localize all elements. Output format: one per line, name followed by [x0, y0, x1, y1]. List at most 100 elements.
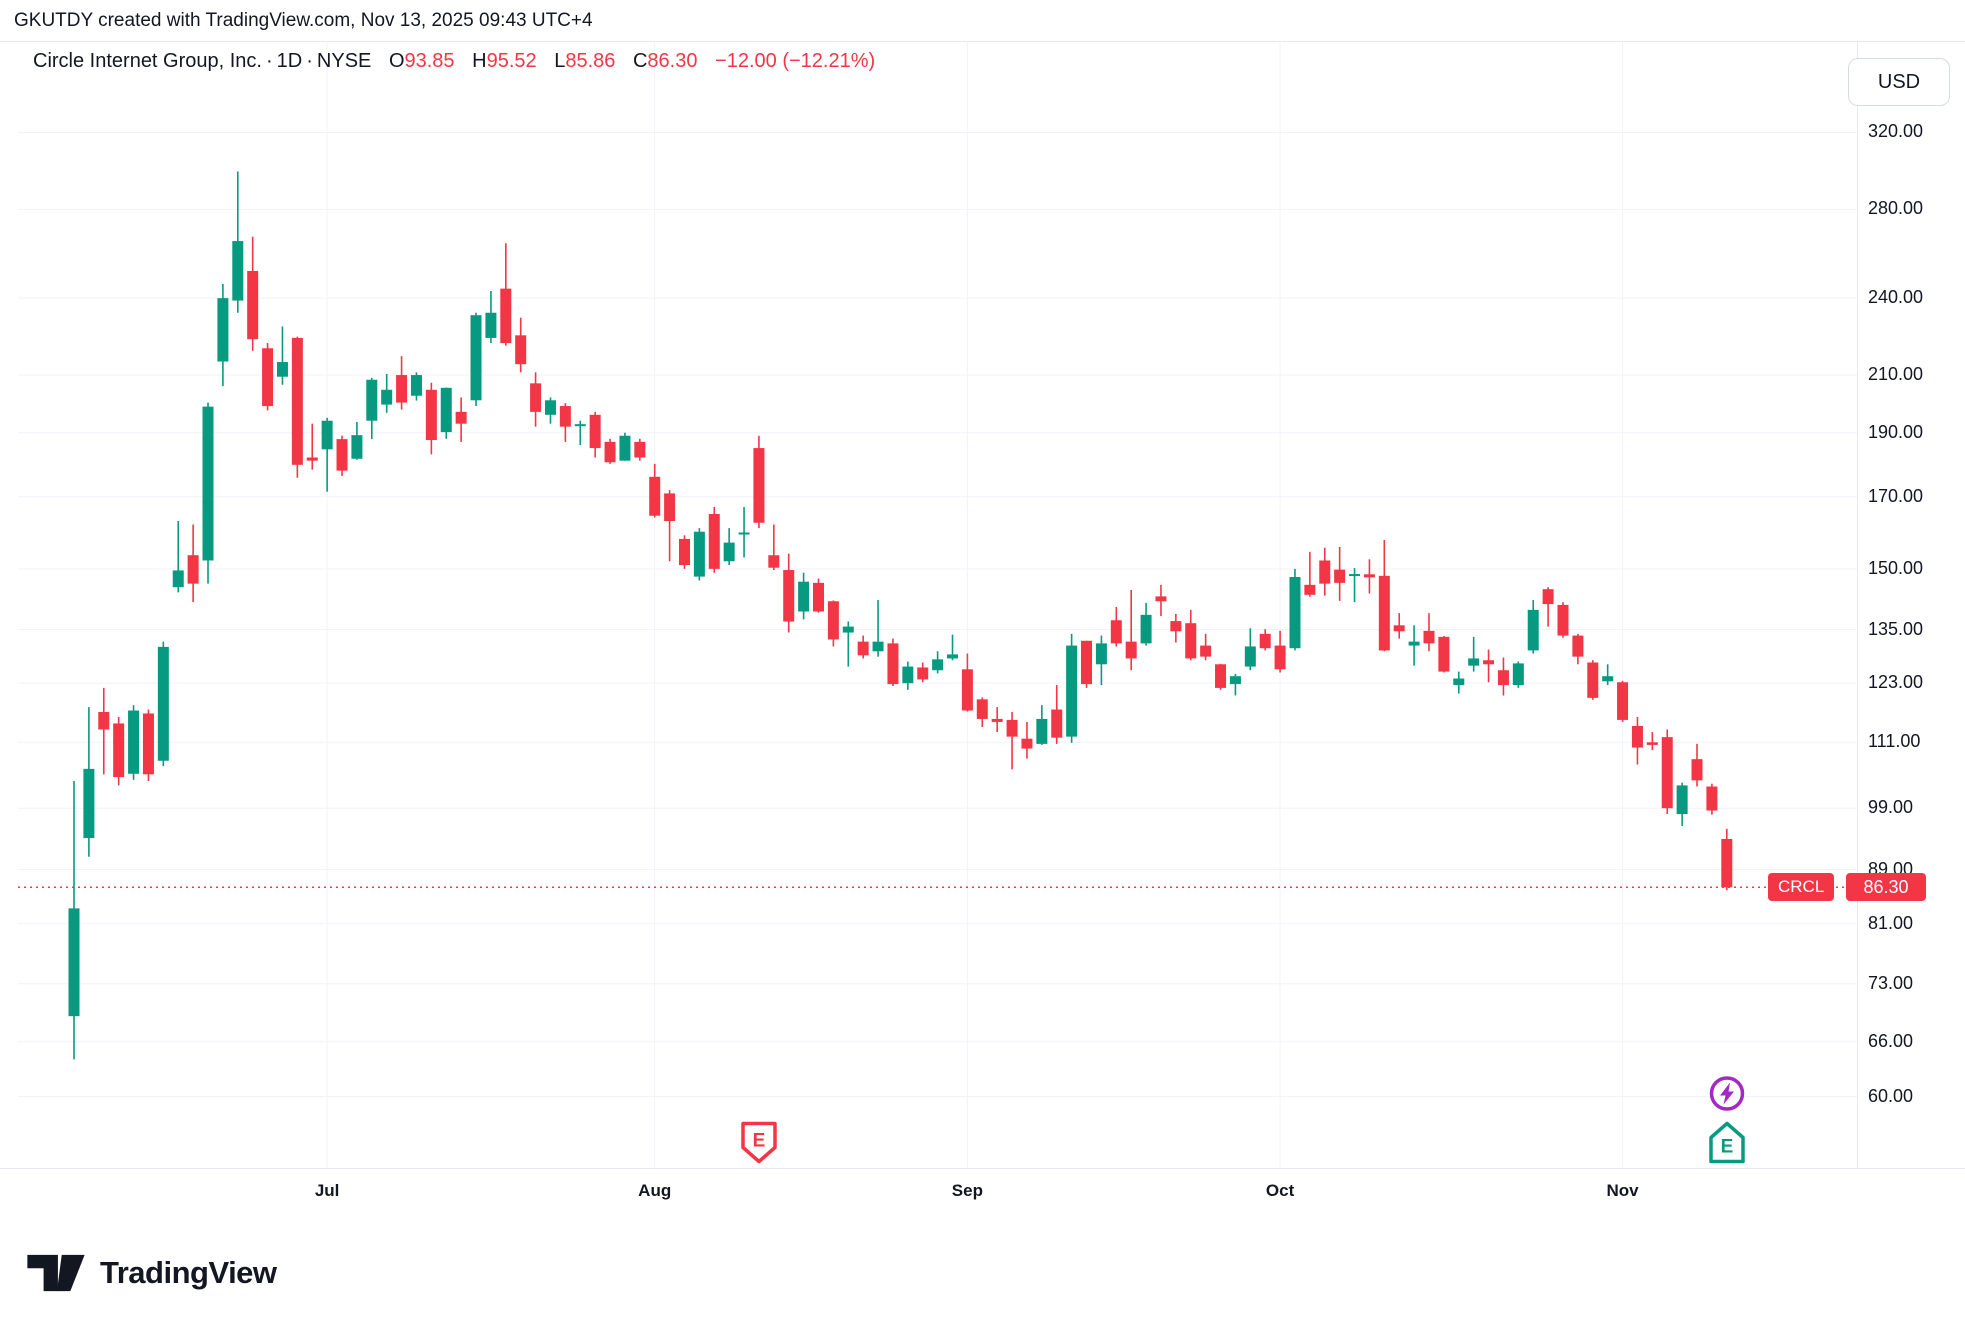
candle-body[interactable]: [68, 908, 80, 1017]
candle-body[interactable]: [1066, 645, 1078, 737]
candle-body[interactable]: [336, 439, 348, 471]
candle-body[interactable]: [1453, 678, 1465, 686]
candle-body[interactable]: [976, 699, 988, 719]
candle-body[interactable]: [381, 389, 393, 405]
candle-body[interactable]: [1512, 663, 1524, 686]
candle-body[interactable]: [813, 582, 824, 612]
candle-body[interactable]: [738, 532, 750, 535]
candle-body[interactable]: [1617, 682, 1629, 720]
candle-body[interactable]: [1676, 785, 1688, 815]
candle-body[interactable]: [1170, 621, 1182, 632]
interval-label[interactable]: 1D: [276, 50, 303, 72]
candle-body[interactable]: [1081, 640, 1093, 685]
candle-body[interactable]: [574, 424, 586, 427]
candle-body[interactable]: [128, 710, 140, 774]
candle-body[interactable]: [723, 542, 735, 562]
candle-body[interactable]: [1706, 786, 1718, 811]
candle-body[interactable]: [83, 768, 95, 839]
candle-body[interactable]: [887, 643, 899, 685]
candle-body[interactable]: [1095, 643, 1107, 665]
currency-toggle-button[interactable]: USD: [1848, 58, 1950, 106]
candle-body[interactable]: [1334, 569, 1346, 583]
candle-body[interactable]: [1691, 759, 1703, 781]
candle-body[interactable]: [1572, 635, 1584, 657]
candle-body[interactable]: [1438, 636, 1450, 672]
candle-body[interactable]: [932, 659, 944, 671]
candle-body[interactable]: [1721, 838, 1733, 888]
candle-body[interactable]: [500, 288, 512, 344]
candle-body[interactable]: [544, 400, 556, 415]
candle-body[interactable]: [649, 476, 661, 516]
bolt-icon[interactable]: [1706, 1073, 1748, 1120]
candle-body[interactable]: [515, 335, 527, 365]
candle-body[interactable]: [664, 493, 676, 521]
candle-body[interactable]: [1378, 575, 1390, 651]
candle-body[interactable]: [98, 711, 110, 730]
candle-body[interactable]: [902, 666, 914, 684]
candle-body[interactable]: [351, 435, 363, 459]
candle-body[interactable]: [619, 435, 631, 461]
candle-body[interactable]: [262, 348, 274, 407]
candle-body[interactable]: [1021, 738, 1033, 749]
candle-body[interactable]: [1468, 658, 1480, 666]
candle-body[interactable]: [708, 513, 720, 569]
candle-body[interactable]: [396, 375, 408, 403]
candle-body[interactable]: [1408, 641, 1420, 646]
candle-body[interactable]: [470, 315, 482, 401]
candle-body[interactable]: [1200, 645, 1212, 657]
candle-body[interactable]: [217, 298, 229, 362]
candle-body[interactable]: [1587, 662, 1599, 698]
candle-body[interactable]: [1274, 645, 1286, 670]
candle-body[interactable]: [1393, 625, 1405, 632]
candle-body[interactable]: [693, 531, 705, 577]
candle-body[interactable]: [872, 641, 884, 652]
candle-body[interactable]: [1185, 623, 1197, 659]
candle-body[interactable]: [1215, 664, 1227, 688]
candle-body[interactable]: [1527, 609, 1539, 651]
earnings-down-icon[interactable]: E: [738, 1119, 780, 1172]
candle-body[interactable]: [440, 387, 452, 433]
candle-body[interactable]: [589, 414, 601, 449]
candle-body[interactable]: [1140, 614, 1152, 644]
candle-body[interactable]: [947, 654, 959, 659]
candle-body[interactable]: [247, 270, 259, 340]
candle-body[interactable]: [1483, 660, 1495, 665]
candle-body[interactable]: [306, 457, 318, 461]
candle-body[interactable]: [232, 241, 244, 301]
candle-body[interactable]: [783, 570, 795, 622]
candle-body[interactable]: [172, 570, 184, 588]
candle-body[interactable]: [1289, 576, 1301, 649]
candle-body[interactable]: [1006, 719, 1018, 737]
candle-body[interactable]: [157, 646, 169, 761]
candle-body[interactable]: [1229, 676, 1241, 685]
candle-body[interactable]: [827, 601, 839, 640]
candle-body[interactable]: [1602, 676, 1614, 682]
candle-body[interactable]: [1557, 604, 1569, 636]
candle-body[interactable]: [202, 406, 214, 561]
candle-body[interactable]: [366, 379, 378, 421]
candle-body[interactable]: [1661, 737, 1673, 809]
candle-body[interactable]: [857, 641, 869, 656]
candle-body[interactable]: [1036, 718, 1048, 744]
candle-body[interactable]: [917, 667, 929, 680]
candle-body[interactable]: [1304, 584, 1316, 595]
candle-body[interactable]: [798, 581, 810, 612]
candle-body[interactable]: [530, 383, 542, 412]
candle-body[interactable]: [991, 718, 1003, 722]
candle-body[interactable]: [1051, 709, 1063, 738]
candle-body[interactable]: [1155, 596, 1167, 602]
candle-body[interactable]: [1542, 589, 1554, 605]
candle-body[interactable]: [1363, 574, 1375, 578]
candle-body[interactable]: [1646, 742, 1658, 745]
candle-body[interactable]: [1423, 630, 1435, 644]
candle-body[interactable]: [410, 375, 422, 396]
candle-body[interactable]: [142, 713, 154, 775]
candle-body[interactable]: [634, 441, 646, 458]
candle-body[interactable]: [559, 406, 571, 427]
candle-body[interactable]: [425, 389, 437, 441]
candle-body[interactable]: [1125, 641, 1137, 659]
chart-canvas[interactable]: [0, 42, 1857, 1168]
candle-body[interactable]: [1244, 646, 1256, 667]
candle-body[interactable]: [1349, 574, 1361, 577]
earnings-up-icon[interactable]: E: [1706, 1119, 1748, 1172]
